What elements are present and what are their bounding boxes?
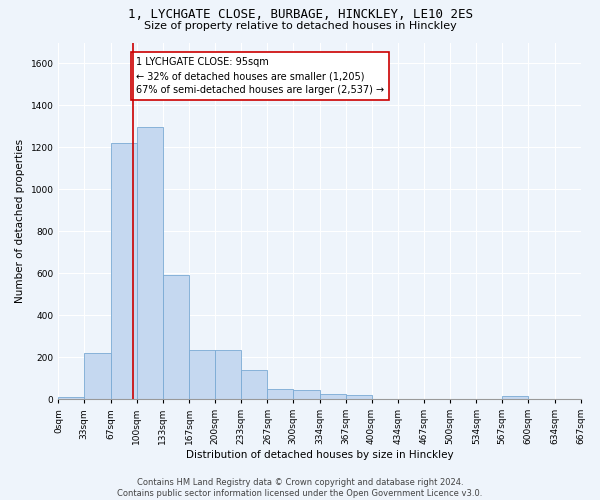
X-axis label: Distribution of detached houses by size in Hinckley: Distribution of detached houses by size …	[185, 450, 453, 460]
Y-axis label: Number of detached properties: Number of detached properties	[15, 138, 25, 303]
Bar	[163, 276, 189, 399]
Bar	[268, 388, 293, 399]
Text: Size of property relative to detached houses in Hinckley: Size of property relative to detached ho…	[143, 21, 457, 31]
Text: 1, LYCHGATE CLOSE, BURBAGE, HINCKLEY, LE10 2ES: 1, LYCHGATE CLOSE, BURBAGE, HINCKLEY, LE…	[128, 8, 473, 20]
Bar	[502, 396, 528, 399]
Bar	[58, 397, 84, 399]
Bar	[111, 143, 137, 399]
Bar	[215, 350, 241, 399]
Bar	[241, 370, 268, 399]
Text: Contains HM Land Registry data © Crown copyright and database right 2024.
Contai: Contains HM Land Registry data © Crown c…	[118, 478, 482, 498]
Bar	[346, 395, 371, 399]
Bar	[189, 350, 215, 399]
Bar	[84, 353, 111, 399]
Bar	[137, 128, 163, 399]
Text: 1 LYCHGATE CLOSE: 95sqm
← 32% of detached houses are smaller (1,205)
67% of semi: 1 LYCHGATE CLOSE: 95sqm ← 32% of detache…	[136, 57, 384, 95]
Bar	[293, 390, 320, 399]
Bar	[320, 394, 346, 399]
